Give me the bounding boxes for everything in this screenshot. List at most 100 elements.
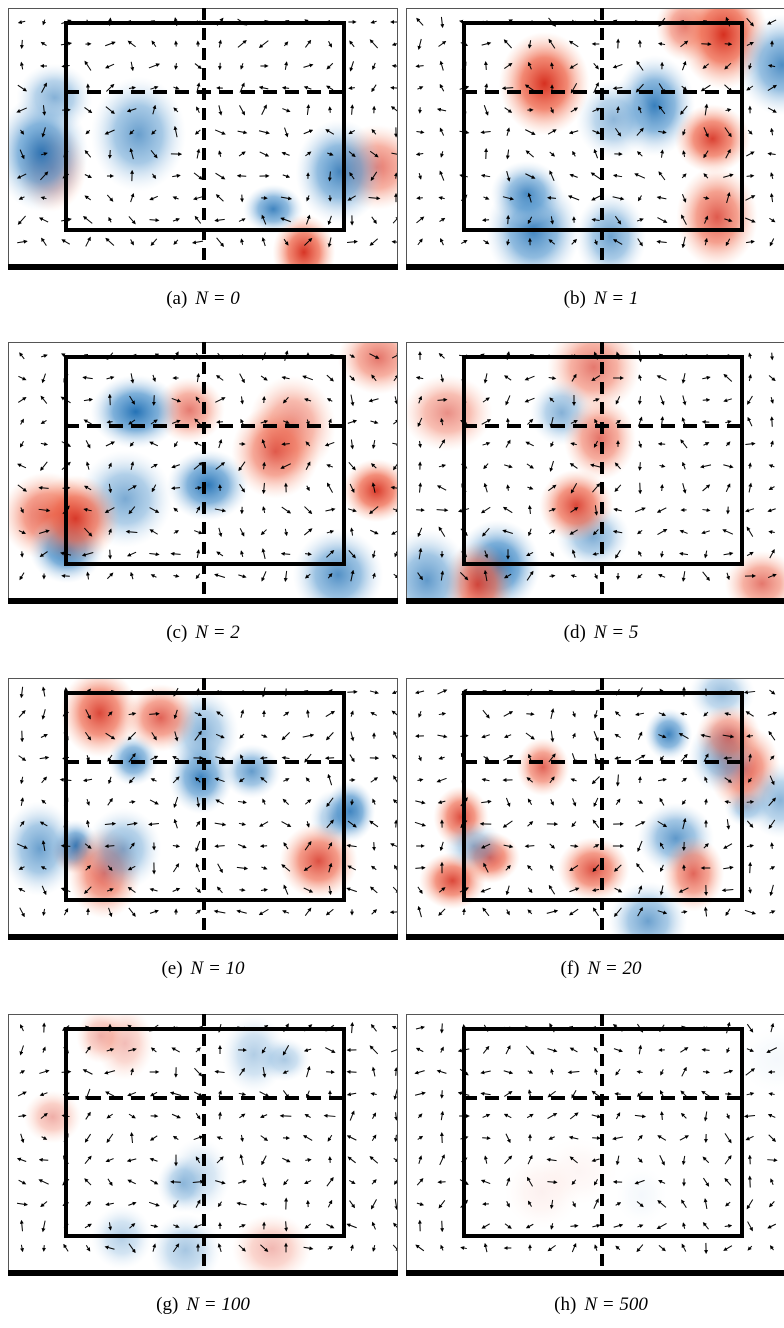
vector-arrow: [702, 63, 710, 69]
vector-arrow: [747, 887, 752, 894]
vector-arrow: [391, 754, 398, 761]
vector-arrow: [261, 571, 267, 582]
vector-arrow: [369, 886, 378, 894]
vector-arrow: [85, 461, 90, 470]
vector-arrow: [280, 551, 291, 556]
panel: [406, 342, 784, 604]
vector-arrow: [659, 842, 665, 850]
vector-arrow: [724, 1177, 732, 1186]
vector-arrow: [350, 1244, 354, 1251]
vector-arrow: [636, 1244, 644, 1253]
vector-arrow: [283, 842, 289, 850]
vector-arrow: [239, 733, 245, 739]
vector-arrow: [349, 754, 355, 763]
vector-arrow: [415, 1025, 425, 1030]
vector-arrow: [571, 238, 578, 245]
vector-arrow: [42, 1046, 46, 1053]
vector-arrow: [682, 150, 686, 157]
vector-arrow: [502, 506, 513, 514]
vector-arrow: [258, 40, 269, 48]
vector-arrow: [638, 885, 643, 894]
field: [8, 17, 398, 270]
vector-arrow: [346, 887, 357, 893]
vector-arrow: [440, 570, 445, 581]
vector-arrow: [18, 866, 25, 870]
vector-arrow: [150, 463, 158, 469]
vector-arrow: [370, 1023, 377, 1032]
vector-arrow: [104, 129, 115, 135]
vector-arrow: [283, 570, 288, 583]
vector-arrow: [150, 755, 159, 761]
vector-arrow: [415, 64, 424, 69]
vector-arrow: [218, 1111, 223, 1120]
vector-arrow: [747, 129, 753, 135]
vector-arrow: [704, 237, 709, 246]
vector-arrow: [305, 214, 311, 225]
vector-arrow: [703, 843, 709, 849]
vector-arrow: [370, 1092, 377, 1097]
vector-arrow: [681, 799, 686, 805]
vector-arrow: [483, 482, 488, 493]
vector-arrow: [634, 173, 646, 179]
vector-arrow: [767, 107, 777, 113]
vector-arrow: [525, 173, 536, 179]
vector-arrow: [304, 907, 312, 916]
vector-arrow: [702, 508, 711, 513]
vector-arrow: [63, 908, 69, 916]
vector-arrow: [282, 396, 289, 404]
vector-arrow: [283, 711, 290, 717]
vector-arrow: [172, 756, 180, 760]
vortex: [90, 374, 182, 449]
vector-arrow: [682, 129, 686, 136]
vector-arrow: [108, 528, 112, 535]
vector-arrow: [658, 1244, 666, 1252]
vector-arrow: [349, 354, 356, 358]
vector-arrow: [769, 884, 774, 897]
vector-arrow: [392, 442, 398, 447]
vector-arrow: [129, 1132, 134, 1144]
vector-arrow: [325, 710, 336, 718]
vector-arrow: [38, 529, 50, 534]
vector-arrow: [483, 862, 489, 873]
vector-arrow: [702, 484, 711, 492]
vector-arrow: [106, 888, 114, 892]
vector-arrow: [149, 552, 160, 557]
vector-arrow: [700, 84, 711, 92]
vector-arrow: [568, 1135, 579, 1140]
vector-arrow: [550, 107, 554, 114]
vector-arrow: [568, 130, 579, 135]
vector-arrow: [462, 908, 466, 915]
vector-arrow: [548, 508, 557, 512]
vector-arrow: [769, 549, 775, 559]
vector-arrow: [660, 551, 665, 558]
vector-arrow: [348, 461, 356, 471]
vector-arrow: [525, 732, 535, 740]
vector-arrow: [593, 1046, 599, 1053]
vector-arrow: [125, 529, 138, 534]
vector-arrow: [195, 777, 201, 783]
vector-arrow: [418, 1155, 423, 1164]
vector-arrow: [550, 551, 555, 557]
caption-label: (c): [166, 622, 187, 643]
caption-label: (b): [564, 288, 586, 309]
vector-arrow: [105, 1202, 114, 1207]
vector-arrow: [348, 129, 356, 135]
vector-arrow: [129, 147, 134, 160]
vector-arrow: [82, 778, 93, 783]
vector-arrow: [745, 239, 755, 244]
vector-arrow: [679, 529, 688, 534]
vector-arrow: [151, 732, 157, 741]
vector-arrow: [173, 818, 178, 829]
vector-arrow: [217, 863, 223, 874]
vector-arrow: [172, 844, 181, 848]
vector-arrow: [260, 419, 269, 424]
vector-arrow: [17, 239, 28, 244]
vortex: [490, 160, 564, 226]
vector-arrow: [418, 482, 423, 493]
vector-arrow: [723, 551, 734, 556]
vector-arrow: [303, 85, 312, 90]
vortex: [443, 820, 505, 872]
vector-arrow: [347, 508, 357, 513]
vector-arrow: [173, 1224, 180, 1228]
vector-arrow: [325, 732, 334, 741]
